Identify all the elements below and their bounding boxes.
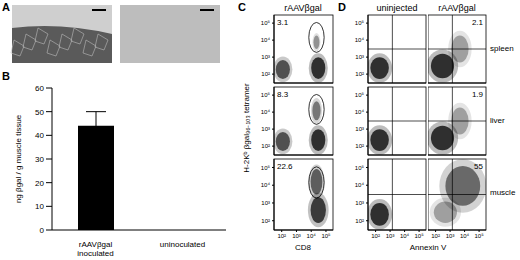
svg-text:10³: 10³: [355, 54, 364, 60]
svg-text:8.3: 8.3: [277, 90, 289, 99]
html-text:D: D: [338, 1, 346, 13]
svg-text:ng βgal / g muscle tissue: ng βgal / g muscle tissue: [14, 114, 23, 203]
svg-text:10²: 10²: [277, 233, 286, 239]
svg-text:60: 60: [35, 84, 44, 93]
svg-text:10⁵: 10⁵: [261, 92, 271, 98]
svg-text:50: 50: [35, 108, 44, 117]
html-text:C: C: [238, 1, 246, 13]
svg-text:10²: 10²: [355, 218, 364, 224]
svg-text:10⁵: 10⁵: [474, 233, 484, 239]
svg-text:10³: 10³: [261, 126, 270, 132]
svg-text:10⁵: 10⁵: [355, 92, 365, 98]
svg-text:0: 0: [40, 226, 45, 235]
svg-text:10⁴: 10⁴: [460, 233, 470, 239]
svg-text:22.6: 22.6: [277, 162, 293, 171]
svg-text:1.9: 1.9: [472, 90, 484, 99]
html-text:B: B: [2, 70, 10, 82]
svg-text:10²: 10²: [355, 71, 364, 77]
svg-text:10⁵: 10⁵: [355, 165, 365, 171]
svg-text:10⁴: 10⁴: [307, 233, 317, 239]
svg-text:10²: 10²: [371, 233, 380, 239]
html-text:rAAVβgal: rAAVβgal: [438, 3, 476, 13]
html-text:muscle: muscle: [490, 188, 516, 197]
svg-text:rAAVβgalinoculated: rAAVβgalinoculated: [77, 240, 113, 258]
svg-text:10⁴: 10⁴: [261, 182, 271, 188]
svg-text:55: 55: [474, 162, 483, 171]
svg-text:H-2Kᵇ βgal₉₆₋₁₀₃ tetramer: H-2Kᵇ βgal₉₆₋₁₀₃ tetramer: [242, 83, 251, 173]
svg-text:10²: 10²: [261, 71, 270, 77]
svg-text:10: 10: [35, 202, 44, 211]
svg-text:10⁴: 10⁴: [400, 233, 410, 239]
html-text:rAAVβgal: rAAVβgal: [284, 3, 322, 13]
svg-text:10⁵: 10⁵: [261, 20, 271, 26]
svg-text:40: 40: [35, 131, 44, 140]
svg-text:10⁵: 10⁵: [261, 165, 271, 171]
svg-text:3.1: 3.1: [277, 18, 289, 27]
svg-text:10²: 10²: [261, 218, 270, 224]
html-text:A: A: [2, 1, 10, 13]
svg-text:10⁴: 10⁴: [261, 109, 271, 115]
svg-text:10⁴: 10⁴: [355, 37, 365, 43]
svg-text:10³: 10³: [261, 54, 270, 60]
html-text:CD8: CD8: [295, 243, 311, 252]
svg-text:10³: 10³: [446, 233, 455, 239]
svg-text:uninoculated: uninoculated: [160, 240, 205, 249]
svg-text:10³: 10³: [386, 233, 395, 239]
svg-text:10⁴: 10⁴: [261, 37, 271, 43]
svg-text:10³: 10³: [355, 126, 364, 132]
svg-text:10²: 10²: [261, 143, 270, 149]
svg-text:10²: 10²: [355, 143, 364, 149]
html-text:spleen: spleen: [490, 44, 514, 53]
svg-text:10⁵: 10⁵: [414, 233, 424, 239]
svg-text:10³: 10³: [355, 200, 364, 206]
svg-text:10³: 10³: [261, 200, 270, 206]
svg-text:10³: 10³: [292, 233, 301, 239]
svg-text:20: 20: [35, 179, 44, 188]
html-text:liver: liver: [490, 116, 505, 125]
svg-text:10²: 10²: [431, 233, 440, 239]
svg-text:2.1: 2.1: [472, 18, 484, 27]
svg-text:10⁵: 10⁵: [321, 233, 331, 239]
html-text:Annexin V: Annexin V: [409, 243, 447, 252]
svg-text:10⁴: 10⁴: [355, 109, 365, 115]
html-text:uninjected: uninjected: [376, 3, 418, 13]
svg-text:10⁴: 10⁴: [355, 182, 365, 188]
svg-text:10⁵: 10⁵: [355, 20, 365, 26]
svg-text:30: 30: [35, 155, 44, 164]
